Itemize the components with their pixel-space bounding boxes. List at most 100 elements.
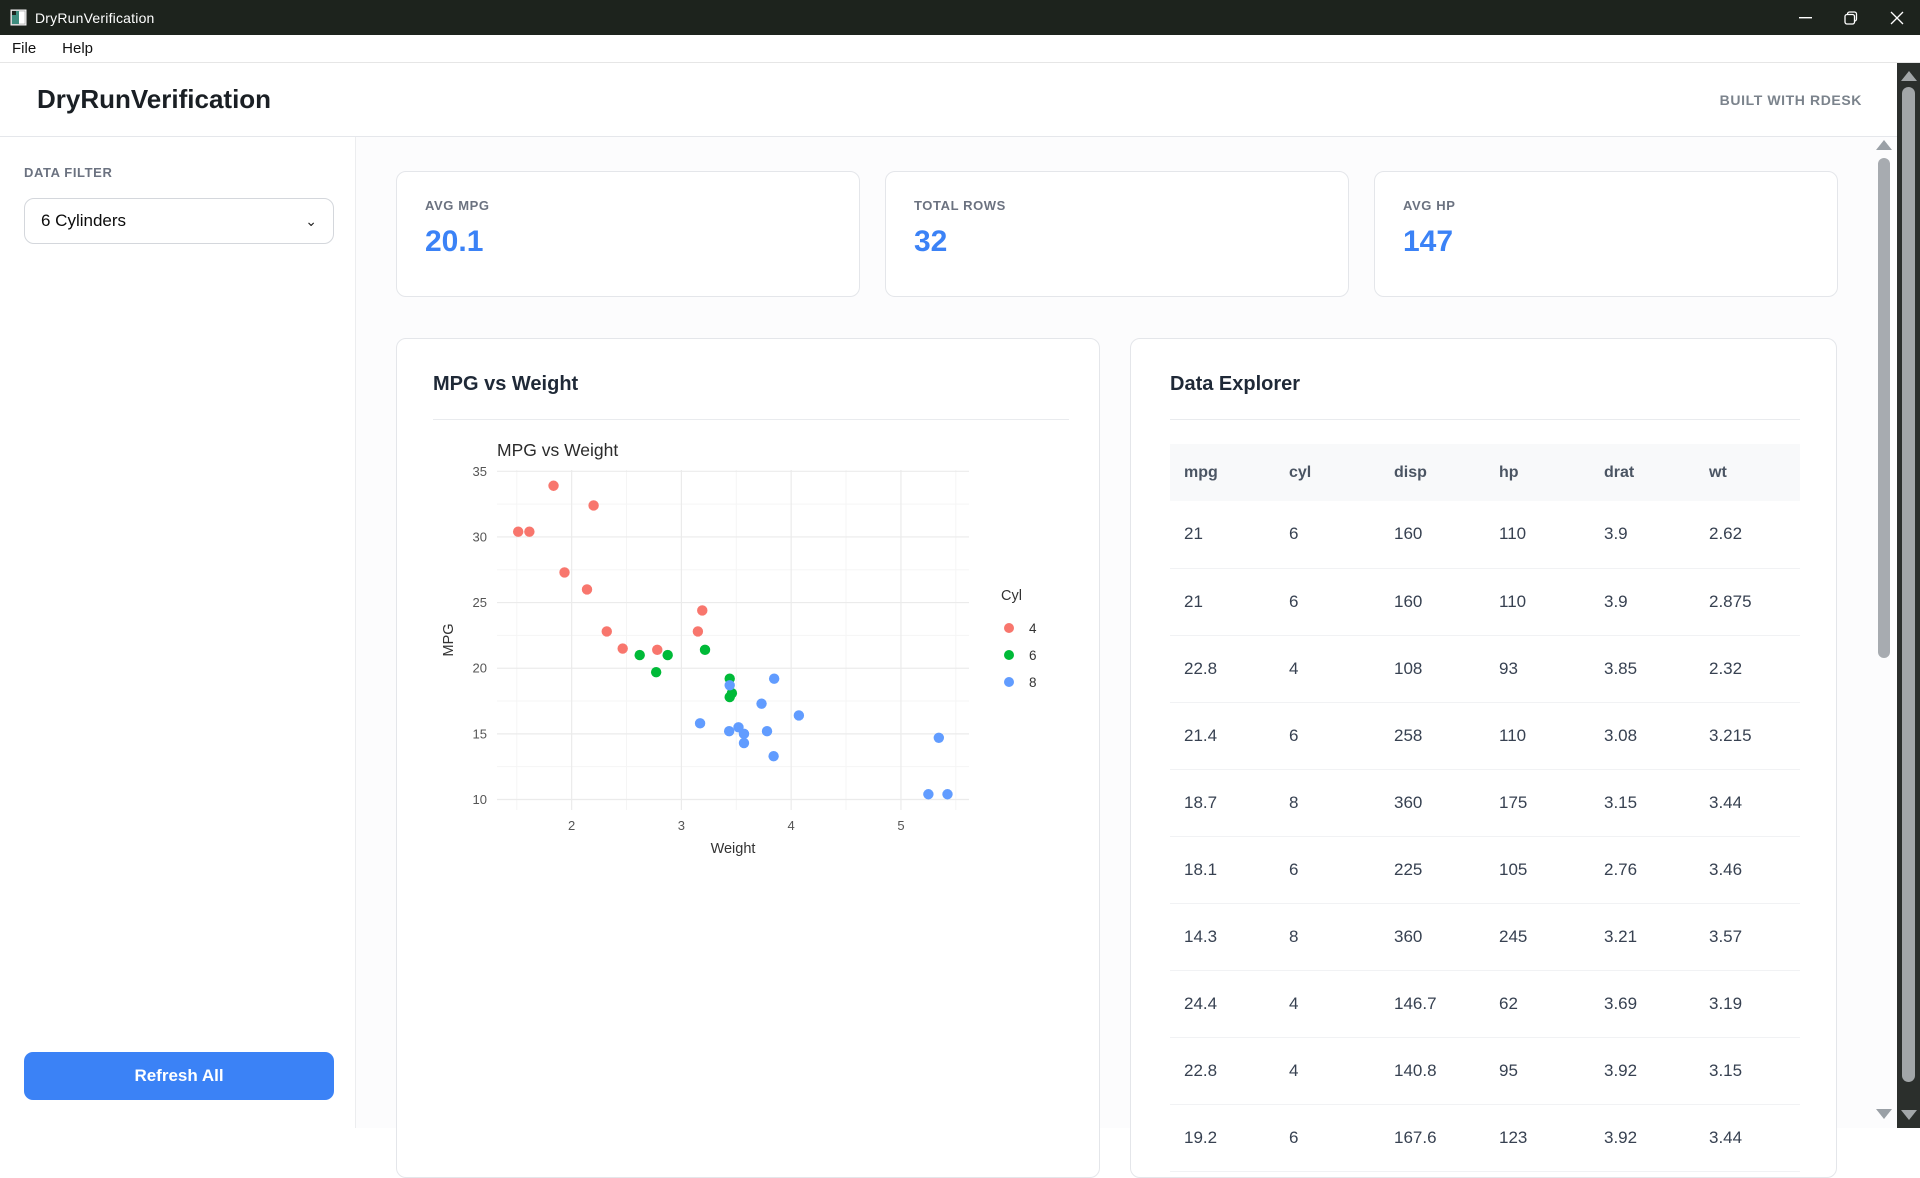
table-cell: 3.44 bbox=[1695, 769, 1800, 837]
table-cell: 22.8 bbox=[1170, 635, 1275, 703]
scroll-up-arrow-icon[interactable] bbox=[1900, 71, 1917, 81]
table-cell: 160 bbox=[1380, 568, 1485, 636]
data-table: mpg cyl disp hp drat wt 21 6 160 110 3.9 2.62 21 6 16… bbox=[1170, 444, 1800, 1172]
stat-value: 147 bbox=[1403, 225, 1454, 258]
window-scrollbar-thumb[interactable] bbox=[1902, 87, 1915, 1082]
stat-label: AVG HP bbox=[1403, 198, 1456, 213]
divider bbox=[1170, 419, 1800, 420]
table-cell: 21 bbox=[1170, 501, 1275, 569]
table-cell: 175 bbox=[1485, 769, 1590, 837]
chart-card: MPG vs Weight 2 3 4 5 10 15 20 25 30 35 Weight MPG M… bbox=[396, 338, 1100, 1178]
table-cell: 3.9 bbox=[1590, 568, 1695, 636]
table-row: 18.7 8 360 175 3.15 3.44 bbox=[1170, 769, 1800, 837]
table-row: 21 6 160 110 3.9 2.62 bbox=[1170, 501, 1800, 569]
scroll-up-arrow-icon[interactable] bbox=[1876, 140, 1892, 150]
table-row: 24.4 4 146.7 62 3.69 3.19 bbox=[1170, 970, 1800, 1038]
table-cell: 4 bbox=[1275, 970, 1380, 1038]
svg-text:Weight: Weight bbox=[711, 841, 756, 857]
restore-icon bbox=[1844, 10, 1858, 25]
table-cell: 3.15 bbox=[1590, 769, 1695, 837]
scroll-down-arrow-icon[interactable] bbox=[1876, 1109, 1892, 1119]
table-cell: 3.92 bbox=[1590, 1037, 1695, 1105]
table-cell: 245 bbox=[1485, 903, 1590, 971]
table-cell: 160 bbox=[1380, 501, 1485, 569]
restore-button[interactable] bbox=[1828, 0, 1874, 35]
table-row: 22.8 4 140.8 95 3.92 3.15 bbox=[1170, 1037, 1800, 1105]
stat-card-total-rows: TOTAL ROWS 32 bbox=[885, 171, 1349, 297]
minimize-icon bbox=[1798, 17, 1812, 19]
svg-text:15: 15 bbox=[473, 726, 487, 741]
svg-text:3: 3 bbox=[678, 818, 685, 833]
stat-label: AVG MPG bbox=[425, 198, 490, 213]
divider bbox=[433, 419, 1069, 420]
app-icon bbox=[10, 9, 27, 26]
window-title: DryRunVerification bbox=[35, 9, 155, 26]
stats-row: AVG MPG 20.1 TOTAL ROWS 32 AVG HP 147 bbox=[396, 171, 1920, 297]
svg-text:30: 30 bbox=[473, 529, 487, 544]
menu-help[interactable]: Help bbox=[62, 40, 94, 57]
table-cell: 19.2 bbox=[1170, 1104, 1275, 1172]
svg-text:4: 4 bbox=[1029, 621, 1037, 636]
stat-label: TOTAL ROWS bbox=[914, 198, 1006, 213]
table-cell: 2.76 bbox=[1590, 836, 1695, 904]
data-filter-label: DATA FILTER bbox=[24, 165, 113, 180]
table-cell: 110 bbox=[1485, 702, 1590, 770]
table-row: 18.1 6 225 105 2.76 3.46 bbox=[1170, 836, 1800, 904]
svg-text:5: 5 bbox=[897, 818, 904, 833]
table-cell: 2.62 bbox=[1695, 501, 1800, 569]
table-column-header: cyl bbox=[1289, 463, 1312, 481]
svg-text:25: 25 bbox=[473, 595, 487, 610]
table-row: 14.3 8 360 245 3.21 3.57 bbox=[1170, 903, 1800, 971]
stat-value: 20.1 bbox=[425, 225, 484, 258]
table-row: 19.2 6 167.6 123 3.92 3.44 bbox=[1170, 1104, 1800, 1172]
svg-text:10: 10 bbox=[473, 792, 487, 807]
table-cell: 2.875 bbox=[1695, 568, 1800, 636]
content-scrollbar-thumb[interactable] bbox=[1878, 158, 1890, 658]
table-cell: 2.32 bbox=[1695, 635, 1800, 703]
table-cell: 3.19 bbox=[1695, 970, 1800, 1038]
table-cell: 3.9 bbox=[1590, 501, 1695, 569]
table-cell: 146.7 bbox=[1380, 970, 1485, 1038]
svg-text:6: 6 bbox=[1029, 648, 1037, 663]
table-cell: 3.21 bbox=[1590, 903, 1695, 971]
table-cell: 18.1 bbox=[1170, 836, 1275, 904]
table-column-header: wt bbox=[1709, 463, 1727, 481]
cylinder-filter-value: 6 Cylinders bbox=[41, 211, 127, 230]
table-cell: 258 bbox=[1380, 702, 1485, 770]
svg-text:Cyl: Cyl bbox=[1001, 588, 1022, 604]
table-cell: 93 bbox=[1485, 635, 1590, 703]
cylinder-filter-select[interactable]: 6 Cylinders ⌄ bbox=[24, 198, 334, 244]
table-cell: 6 bbox=[1275, 568, 1380, 636]
minimize-button[interactable] bbox=[1782, 0, 1828, 35]
scroll-down-arrow-icon[interactable] bbox=[1900, 1110, 1917, 1120]
table-cell: 3.46 bbox=[1695, 836, 1800, 904]
table-cell: 14.3 bbox=[1170, 903, 1275, 971]
table-cell: 22.8 bbox=[1170, 1037, 1275, 1105]
svg-text:MPG: MPG bbox=[441, 623, 457, 656]
chevron-down-icon: ⌄ bbox=[305, 212, 317, 229]
table-cell: 3.08 bbox=[1590, 702, 1695, 770]
table-cell: 21.4 bbox=[1170, 702, 1275, 770]
table-cell: 167.6 bbox=[1380, 1104, 1485, 1172]
refresh-all-button[interactable]: Refresh All bbox=[24, 1052, 334, 1100]
table-cell: 123 bbox=[1485, 1104, 1590, 1172]
table-cell: 4 bbox=[1275, 1037, 1380, 1105]
table-column-header: disp bbox=[1394, 463, 1427, 481]
table-cell: 3.69 bbox=[1590, 970, 1695, 1038]
table-cell: 3.85 bbox=[1590, 635, 1695, 703]
close-button[interactable] bbox=[1874, 0, 1920, 35]
table-cell: 225 bbox=[1380, 836, 1485, 904]
stat-card-avg-mpg: AVG MPG 20.1 bbox=[396, 171, 860, 297]
sidebar: DATA FILTER 6 Cylinders ⌄ Refresh All bbox=[0, 137, 356, 1128]
svg-text:35: 35 bbox=[473, 464, 487, 479]
table-cell: 6 bbox=[1275, 501, 1380, 569]
title-bar: DryRunVerification bbox=[0, 0, 1920, 35]
app-header: DryRunVerification BUILT WITH RDESK bbox=[0, 63, 1920, 137]
built-with-badge: BUILT WITH RDESK bbox=[1719, 91, 1862, 108]
table-column-header: hp bbox=[1499, 463, 1519, 481]
table-cell: 18.7 bbox=[1170, 769, 1275, 837]
table-cell: 21 bbox=[1170, 568, 1275, 636]
table-cell: 4 bbox=[1275, 635, 1380, 703]
menu-file[interactable]: File bbox=[12, 40, 37, 57]
close-icon bbox=[1890, 11, 1904, 24]
